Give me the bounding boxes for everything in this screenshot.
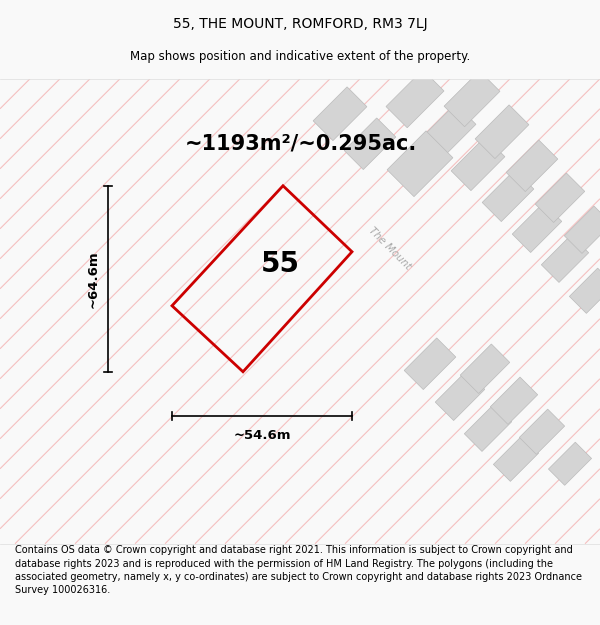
Polygon shape	[475, 105, 529, 159]
Polygon shape	[565, 206, 600, 254]
Polygon shape	[490, 377, 538, 424]
Polygon shape	[493, 436, 539, 481]
Polygon shape	[512, 203, 562, 252]
Polygon shape	[420, 104, 476, 159]
Text: ~1193m²/~0.295ac.: ~1193m²/~0.295ac.	[185, 134, 417, 154]
Polygon shape	[460, 344, 510, 394]
Polygon shape	[569, 268, 600, 313]
Text: 55, THE MOUNT, ROMFORD, RM3 7LJ: 55, THE MOUNT, ROMFORD, RM3 7LJ	[173, 17, 427, 31]
Polygon shape	[464, 404, 512, 451]
Text: 55: 55	[261, 250, 300, 278]
Text: Contains OS data © Crown copyright and database right 2021. This information is : Contains OS data © Crown copyright and d…	[15, 545, 582, 595]
Text: ~54.6m: ~54.6m	[233, 429, 291, 442]
Polygon shape	[482, 170, 534, 221]
Polygon shape	[548, 442, 592, 486]
Polygon shape	[387, 131, 453, 197]
Polygon shape	[444, 71, 500, 127]
Polygon shape	[404, 338, 456, 389]
Polygon shape	[344, 118, 396, 169]
Polygon shape	[520, 409, 565, 454]
Text: ~64.6m: ~64.6m	[87, 250, 100, 308]
Polygon shape	[435, 371, 485, 421]
Text: Map shows position and indicative extent of the property.: Map shows position and indicative extent…	[130, 50, 470, 63]
Polygon shape	[386, 70, 444, 128]
Polygon shape	[541, 235, 589, 282]
Polygon shape	[451, 137, 505, 191]
Polygon shape	[535, 173, 585, 222]
Text: The Mount: The Mount	[367, 226, 413, 272]
Polygon shape	[313, 87, 367, 141]
Polygon shape	[506, 140, 558, 191]
